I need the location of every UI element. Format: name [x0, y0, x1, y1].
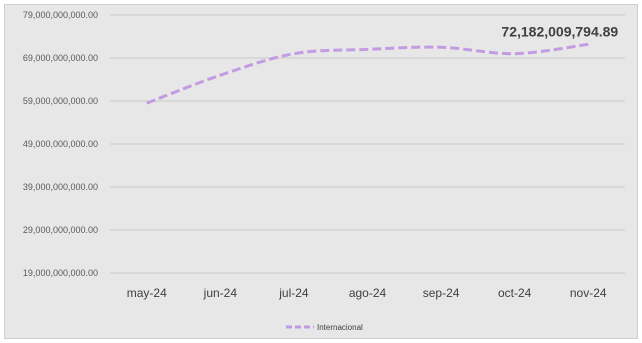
- legend-label-internacional: Internacional: [317, 323, 363, 332]
- series-group: [145, 42, 590, 105]
- x-tick-label: may-24: [127, 286, 167, 300]
- y-tick-label: 19,000,000,000.00: [23, 268, 98, 278]
- y-tick-label: 69,000,000,000.00: [23, 53, 98, 63]
- legend: Internacional: [286, 323, 363, 332]
- y-tick-label: 29,000,000,000.00: [23, 225, 98, 235]
- data-point: [587, 43, 590, 46]
- data-label-annotation: 72,182,009,794.89: [501, 23, 618, 39]
- data-point: [219, 74, 222, 77]
- y-tick-label: 79,000,000,000.00: [23, 10, 98, 20]
- x-tick-label: oct-24: [498, 286, 532, 300]
- data-point: [366, 48, 369, 51]
- y-axis-ticks: 79,000,000,000.00 69,000,000,000.00 59,000…: [23, 10, 98, 278]
- y-tick-label: 39,000,000,000.00: [23, 182, 98, 192]
- data-point: [513, 52, 516, 55]
- x-tick-label: jun-24: [203, 286, 238, 300]
- data-point: [440, 46, 443, 49]
- x-tick-label: jul-24: [278, 286, 309, 300]
- y-tick-label: 59,000,000,000.00: [23, 96, 98, 106]
- data-point: [292, 52, 295, 55]
- gridlines: [110, 14, 625, 274]
- data-point: [145, 102, 148, 105]
- x-tick-label: nov-24: [570, 286, 607, 300]
- x-axis-ticks: may-24 jun-24 jul-24 ago-24 sep-24 oct-24 nov-…: [127, 286, 607, 300]
- x-tick-label: ago-24: [349, 286, 387, 300]
- x-tick-label: sep-24: [423, 286, 460, 300]
- y-tick-label: 49,000,000,000.00: [23, 139, 98, 149]
- chart-frame: [4, 4, 638, 339]
- series-line-internacional: [146, 42, 589, 105]
